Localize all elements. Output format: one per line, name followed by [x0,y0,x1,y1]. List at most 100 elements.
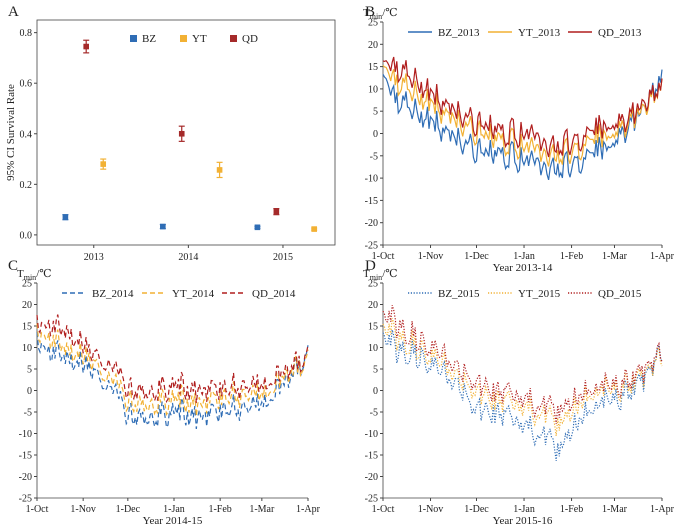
x-tick-label: 1-Nov [418,251,444,262]
legend-label: QD_2014 [252,288,296,300]
y-tick-label: 20 [368,300,378,311]
y-tick-label: 0 [27,386,32,397]
data-point [216,167,223,173]
x-tick-label: 1-Dec [464,504,489,515]
x-tick-label: 2014 [178,252,198,263]
legend-label: YT_2014 [172,288,215,300]
y-tick-label: 15 [368,62,378,73]
legend-label: QD_2015 [598,288,642,300]
legend-label: BZ_2014 [92,288,134,300]
legend-label: YT_2015 [518,288,561,300]
y-tick-label: 25 [368,279,378,290]
x-tick-label: 1-Mar [602,504,628,515]
series-line-bz_2013 [382,69,663,181]
series-line-bz_2014 [36,332,309,429]
panel-letter-c: C [8,258,18,274]
panel-a: 0.0 0.2 0.4 0.6 0.8 2013 2014 2015 95% CI Surviv… [5,19,336,263]
x-tick-label: 1-Apr [650,504,675,515]
legend-label: BZ_2013 [438,27,480,39]
legend-label: BZ [142,33,156,45]
panel-c: -25 -20 -15 -10 -5 0 5 10 15 20 25 1-Oct 1-Nov 1-Dec 1… [17,268,321,527]
y-tick-label: -5 [24,408,32,419]
panel-letter-d: D [365,258,376,274]
y-tick-label: 5 [373,365,378,376]
y-axis-label: Tmin/℃ [363,7,398,21]
y-tick-label: -15 [19,451,32,462]
x-tick-label: 1-Jan [513,251,535,262]
x-tick-label: 1-Oct [372,251,395,262]
series-line-qd_2013 [382,56,663,158]
series-line-yt_2013 [382,64,663,167]
series-line-yt_2015 [382,317,663,436]
y-tick-label: 10 [22,343,32,354]
y-tick-label: -25 [365,494,378,505]
y-tick-label: 0 [373,129,378,140]
x-tick-label: 1-Dec [116,504,141,515]
x-tick-label: 1-Nov [418,504,444,515]
y-tick-label: -25 [19,494,32,505]
x-tick-label: 1-Feb [560,504,583,515]
x-tick-label: 1-Apr [650,251,675,262]
x-tick-label: 1-Jan [513,504,535,515]
y-tick-label: 5 [373,107,378,118]
y-tick-label: -10 [19,429,32,440]
x-tick-label: 2015 [273,252,293,263]
panel-letter-b: B [365,4,375,20]
x-tick-label: 1-Mar [249,504,275,515]
data-point [311,226,317,232]
data-point [160,223,166,230]
x-tick-label: 1-Oct [372,504,395,515]
x-axis-label: Year 2014-15 [143,515,203,527]
legend-marker [230,35,237,42]
y-tick-label: -15 [365,451,378,462]
x-tick-label: 1-Apr [296,504,321,515]
y-tick-label: -5 [370,408,378,419]
y-tick-label: -15 [365,196,378,207]
legend-label: QD [242,33,258,45]
series-line-yt_2014 [36,323,309,417]
legend-label: BZ_2015 [438,288,480,300]
data-point [254,224,261,231]
y-tick-label: 20 [22,300,32,311]
x-axis-label: Year 2015-16 [493,515,553,527]
x-tick-label: 1-Jan [163,504,185,515]
x-tick-label: 1-Mar [602,251,628,262]
legend-label: YT [192,33,207,45]
x-tick-label: 2013 [84,252,104,263]
legend-label: QD_2013 [598,27,642,39]
panel-b: -25 -20 -15 -10 -5 0 5 10 15 20 25 1-Oct 1-Nov 1-Dec 1… [363,7,675,274]
legend-marker [180,35,187,42]
x-tick-label: 1-Feb [560,251,583,262]
x-tick-label: 1-Nov [70,504,96,515]
panel-d: -25 -20 -15 -10 -5 0 5 10 15 20 25 1-Oct 1-Nov 1-Dec 1… [363,268,675,527]
y-tick-label: -20 [19,472,32,483]
panel-letter-a: A [8,4,19,20]
y-tick-label: 25 [22,279,32,290]
data-point [100,161,107,167]
legend-label: YT_2013 [518,27,561,39]
x-axis-label: Year 2013-14 [493,262,553,274]
y-tick-label: 0.6 [20,79,33,90]
x-tick-label: 1-Feb [208,504,231,515]
y-tick-label: -20 [365,472,378,483]
y-tick-label: 0.2 [20,180,33,191]
y-tick-label: 15 [368,322,378,333]
data-point [273,208,280,215]
data-point [62,214,69,220]
y-tick-label: -20 [365,218,378,229]
y-tick-label: 10 [368,84,378,95]
y-tick-label: 0.8 [20,28,33,39]
legend-marker [130,35,137,42]
series-line-bz_2015 [382,329,663,461]
x-tick-label: 1-Oct [26,504,49,515]
data-point [178,130,185,137]
y-tick-label: 15 [22,322,32,333]
x-tick-label: 1-Dec [464,251,489,262]
data-point [83,43,89,50]
y-tick-label: 25 [368,18,378,29]
y-tick-label: 10 [368,343,378,354]
y-axis-label: 95% CI Survival Rate [5,84,17,181]
y-tick-label: -10 [365,174,378,185]
y-axis-label: Tmin/℃ [17,268,52,282]
